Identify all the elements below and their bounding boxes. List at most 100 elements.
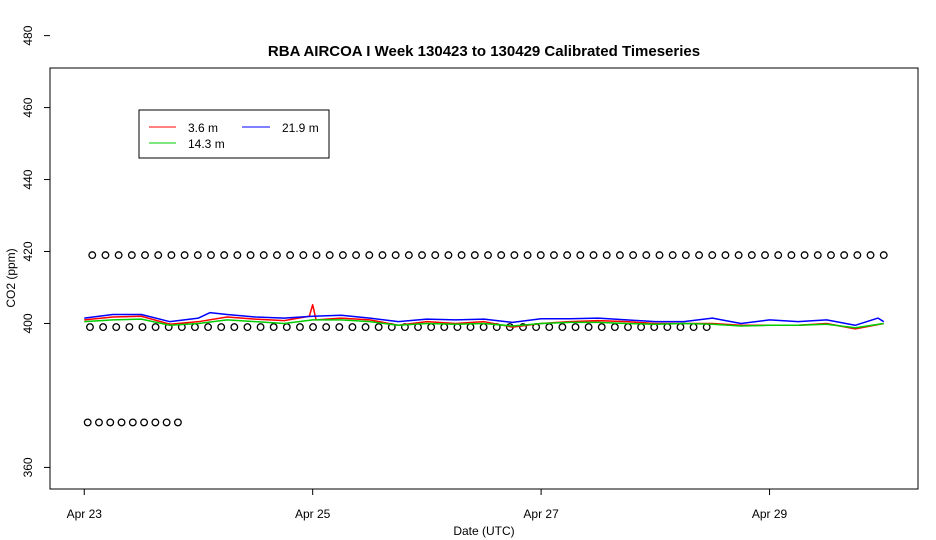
reference-point: [734, 251, 743, 260]
series-lines: [84, 304, 885, 330]
reference-point: [141, 251, 149, 260]
reference-point: [286, 251, 295, 260]
reference-point: [497, 251, 506, 260]
reference-point: [193, 251, 202, 260]
legend-label-3-6m: 3.6 m: [188, 121, 218, 135]
reference-point: [361, 323, 370, 332]
chart-title: RBA AIRCOA I Week 130423 to 130429 Calib…: [268, 43, 700, 60]
reference-point: [378, 251, 387, 260]
reference-point: [243, 323, 252, 332]
reference-point: [295, 323, 304, 332]
x-axis-label: Date (UTC): [453, 524, 514, 538]
reference-point: [597, 323, 606, 332]
reference-point: [365, 251, 374, 260]
reference-point: [352, 251, 361, 260]
y-axis: 360 400 420 440 460 480: [21, 25, 50, 477]
reference-point: [348, 323, 357, 332]
reference-point: [853, 251, 862, 260]
legend-box: [138, 109, 330, 159]
reference-point: [576, 251, 585, 260]
reference-point: [128, 418, 137, 427]
reference-point: [787, 251, 796, 260]
reference-point: [99, 323, 108, 332]
reference-point: [558, 323, 567, 332]
reference-point: [246, 251, 255, 260]
y-tick-label: 420: [21, 241, 35, 261]
reference-point: [721, 251, 730, 260]
reference-point: [655, 251, 664, 260]
x-tick-label: Apr 29: [752, 507, 788, 521]
reference-point: [154, 251, 163, 260]
reference-point: [114, 251, 123, 260]
legend-label-14-3m: 14.3 m: [188, 137, 225, 151]
reference-point: [444, 251, 453, 260]
reference-point: [519, 323, 527, 332]
reference-point: [88, 251, 97, 260]
reference-point: [510, 251, 519, 260]
reference-point: [589, 251, 598, 260]
reference-point: [761, 251, 769, 260]
reference-point: [309, 323, 317, 332]
reference-point: [338, 251, 347, 260]
reference-point: [629, 251, 638, 260]
y-tick-label: 480: [21, 25, 35, 45]
x-axis: Apr 23 Apr 25 Apr 27 Apr 29: [67, 489, 788, 521]
reference-point: [220, 251, 229, 260]
reference-point: [536, 251, 545, 260]
reference-point: [83, 418, 92, 427]
reference-point: [140, 418, 149, 427]
reference-point: [106, 418, 115, 427]
reference-point: [167, 251, 176, 260]
reference-point: [879, 251, 888, 260]
reference-point: [312, 251, 321, 260]
reference-point: [571, 323, 580, 332]
legend: 3.6 m 21.9 m 14.3 m: [138, 109, 330, 159]
reference-point: [259, 251, 268, 260]
reference-point: [584, 323, 593, 332]
reference-point: [272, 251, 281, 260]
reference-point: [256, 323, 265, 332]
reference-point: [523, 251, 532, 260]
reference-point: [112, 323, 121, 332]
y-tick-label: 460: [21, 97, 35, 117]
reference-point: [470, 251, 479, 260]
reference-point: [840, 251, 849, 260]
reference-point: [418, 251, 426, 260]
series-line-14-3-m: [84, 318, 884, 329]
reference-point: [207, 251, 215, 260]
x-tick-label: Apr 27: [523, 507, 559, 521]
reference-point: [774, 251, 783, 260]
reference-point: [299, 251, 308, 260]
reference-point: [642, 251, 651, 260]
y-tick-label: 360: [21, 457, 35, 477]
reference-point: [602, 251, 611, 260]
reference-point: [391, 251, 400, 260]
plot-area: [49, 67, 919, 490]
reference-point: [101, 251, 110, 260]
reference-point: [151, 323, 160, 332]
y-tick-label: 440: [21, 169, 35, 189]
reference-point: [162, 418, 171, 427]
reference-point: [800, 251, 809, 260]
reference-point: [695, 251, 704, 260]
reference-point: [217, 323, 226, 332]
reference-point: [563, 251, 572, 260]
reference-point: [615, 251, 624, 260]
series-line-21-9-m: [84, 311, 885, 327]
x-tick-label: Apr 23: [67, 507, 103, 521]
reference-point: [269, 323, 278, 332]
reference-point: [550, 251, 558, 260]
reference-point: [230, 323, 239, 332]
reference-point: [138, 323, 147, 332]
reference-point: [151, 418, 160, 427]
reference-point: [127, 251, 136, 260]
reference-point: [813, 251, 822, 260]
reference-point: [180, 251, 189, 260]
reference-point: [117, 418, 126, 427]
reference-point: [866, 251, 875, 260]
reference-point: [125, 323, 134, 332]
reference-point: [404, 251, 413, 260]
reference-point: [708, 251, 717, 260]
